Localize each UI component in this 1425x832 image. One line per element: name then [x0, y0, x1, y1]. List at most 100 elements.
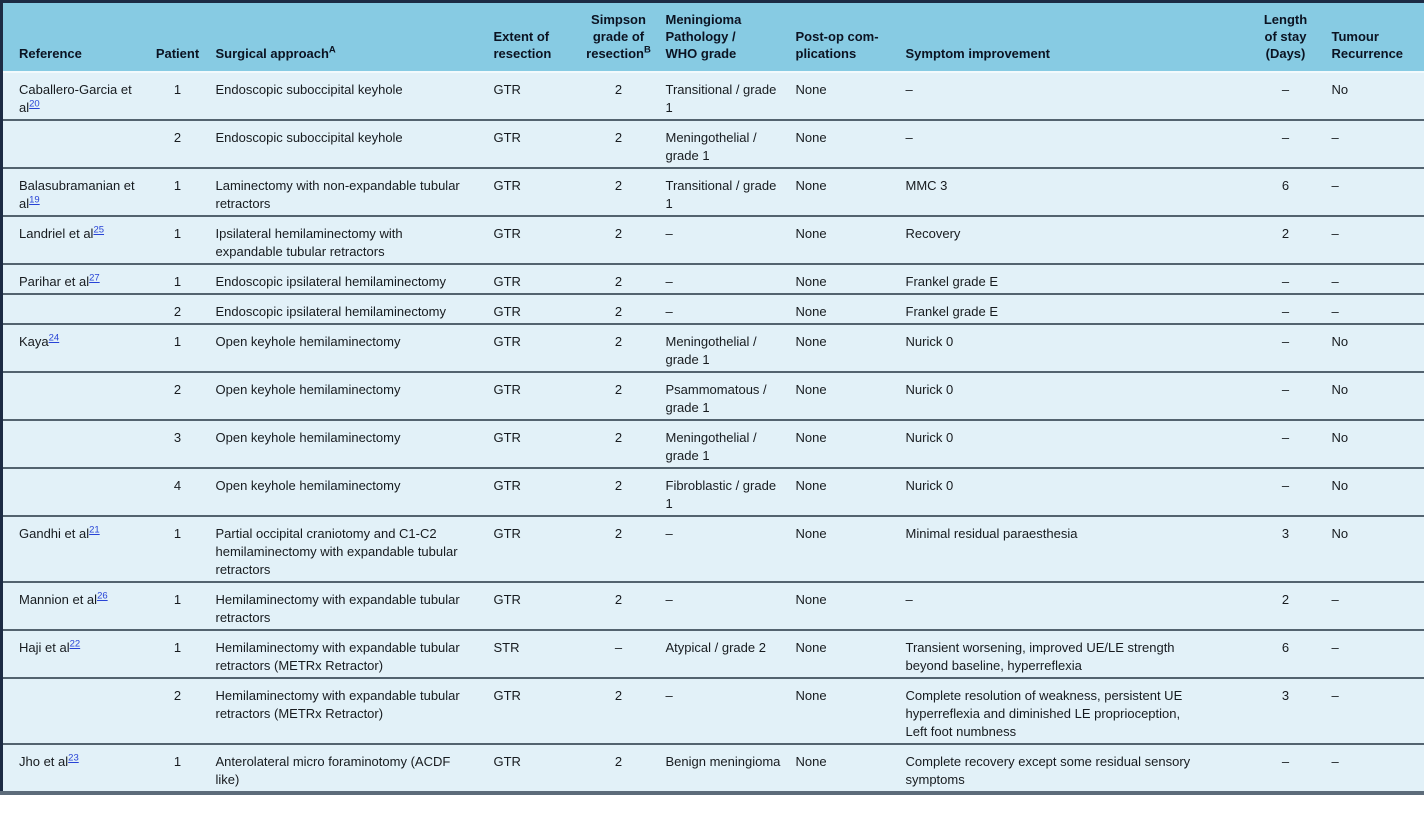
cell-recurrence: No — [1315, 72, 1424, 120]
cell-symptom: Frankel grade E — [899, 293, 1258, 324]
cell-recurrence: No — [1315, 419, 1424, 468]
cell-patient: 1 — [147, 743, 210, 793]
cell-approach: Open keyhole hemilaminectomy — [209, 323, 488, 372]
cell-reference: Mannion et al26 — [1, 581, 148, 630]
cell-complications: None — [789, 371, 900, 420]
cell-simpson: 2 — [579, 167, 660, 216]
cell-simpson: 2 — [579, 293, 660, 324]
table-row: 2 Hemilaminectomy with expandable tubular… — [1, 677, 1424, 744]
cell-simpson: 2 — [579, 263, 660, 294]
cell-patient: 2 — [147, 371, 210, 420]
cell-patient: 1 — [147, 263, 210, 294]
cell-reference: Caballero-Garcia et al20 — [1, 72, 148, 120]
cell-simpson: 2 — [579, 581, 660, 630]
cell-recurrence: No — [1315, 371, 1424, 420]
cell-patient: 1 — [147, 323, 210, 372]
column-header-label: Tumour Recurrence — [1331, 29, 1404, 61]
cell-recurrence: – — [1315, 677, 1424, 744]
cell-extent: GTR — [487, 323, 580, 372]
cell-pathology: Meningothelial / grade 1 — [659, 323, 790, 372]
cell-complications: None — [789, 167, 900, 216]
systematic-review-table: Reference Patient Surgical approachA Extent… — [0, 0, 1424, 795]
cell-simpson: 2 — [579, 743, 660, 793]
cell-complications: None — [789, 215, 900, 264]
citation-superscript-link[interactable]: 19 — [29, 194, 40, 206]
cell-approach: Hemilaminectomy with expandable tubular … — [209, 677, 488, 744]
table-header: Reference Patient Surgical approachA Extent… — [1, 1, 1424, 73]
cell-reference: Landriel et al25 — [1, 215, 148, 264]
cell-approach: Anterolateral micro foraminotomy (ACDF l… — [209, 743, 488, 793]
column-header-stay: Length of stay (Days) — [1257, 1, 1316, 73]
citation-superscript-link[interactable]: 26 — [97, 590, 108, 602]
cell-recurrence: – — [1315, 293, 1424, 324]
cell-symptom: Nurick 0 — [899, 371, 1258, 420]
cell-recurrence: – — [1315, 629, 1424, 678]
cell-recurrence: – — [1315, 743, 1424, 793]
cell-extent: GTR — [487, 293, 580, 324]
column-header-label: Surgical approach — [215, 46, 329, 61]
cell-approach: Laminectomy with non-expandable tubular … — [209, 167, 488, 216]
cell-approach: Hemilaminectomy with expandable tubular … — [209, 581, 488, 630]
column-footnote-marker: B — [643, 44, 651, 56]
cell-stay: 6 — [1257, 629, 1316, 678]
cell-recurrence: No — [1315, 467, 1424, 516]
citation-superscript-link[interactable]: 24 — [48, 332, 60, 344]
cell-reference: Parihar et al27 — [1, 263, 148, 294]
cell-pathology: Transitional / grade 1 — [659, 167, 790, 216]
cell-recurrence: – — [1315, 581, 1424, 630]
cell-simpson: 2 — [579, 323, 660, 372]
cell-symptom: Nurick 0 — [899, 419, 1258, 468]
cell-pathology: Atypical / grade 2 — [659, 629, 790, 678]
cell-extent: GTR — [487, 743, 580, 793]
cell-patient: 3 — [147, 419, 210, 468]
cell-stay: 6 — [1257, 167, 1316, 216]
cell-patient: 1 — [147, 581, 210, 630]
reference-text: Landriel et al — [19, 226, 94, 241]
column-header-label: Reference — [19, 46, 82, 61]
cell-patient: 4 — [147, 467, 210, 516]
cell-complications: None — [789, 323, 900, 372]
reference-text: Kaya — [19, 334, 49, 349]
cell-stay: – — [1257, 323, 1316, 372]
reference-text: Balasubramanian et al — [19, 178, 135, 211]
cell-symptom: – — [899, 119, 1258, 168]
cell-symptom: Frankel grade E — [899, 263, 1258, 294]
citation-superscript-link[interactable]: 25 — [93, 224, 105, 236]
cell-reference — [1, 119, 148, 168]
cell-complications: None — [789, 467, 900, 516]
cell-symptom: Nurick 0 — [899, 323, 1258, 372]
cell-stay: – — [1257, 119, 1316, 168]
cell-approach: Ipsilateral hemilaminectomy with expanda… — [209, 215, 488, 264]
column-header-complications: Post-op com- plications — [789, 1, 900, 73]
table-row: Balasubramanian et al19 1 Laminectomy with… — [1, 167, 1424, 216]
table-row: 2 Endoscopic ipsilateral hemilaminectomy G… — [1, 293, 1424, 324]
cell-symptom: Recovery — [899, 215, 1258, 264]
cell-simpson: 2 — [579, 515, 660, 582]
cell-complications: None — [789, 515, 900, 582]
table-row: Jho et al23 1 Anterolateral micro foramino… — [1, 743, 1424, 793]
cell-symptom: Transient worsening, improved UE/LE stre… — [899, 629, 1258, 678]
cell-pathology: Meningothelial / grade 1 — [659, 119, 790, 168]
cell-stay: 2 — [1257, 581, 1316, 630]
citation-superscript-link[interactable]: 27 — [89, 272, 100, 284]
cell-extent: GTR — [487, 581, 580, 630]
reference-text: Mannion et al — [19, 592, 98, 607]
cell-symptom: Nurick 0 — [899, 467, 1258, 516]
table-row: Landriel et al25 1 Ipsilateral hemilaminec… — [1, 215, 1424, 264]
cell-simpson: 2 — [579, 215, 660, 264]
cell-patient: 1 — [147, 215, 210, 264]
cell-approach: Partial occipital craniotomy and C1-C2 h… — [209, 515, 488, 582]
cell-extent: GTR — [487, 515, 580, 582]
citation-superscript-link[interactable]: 20 — [29, 98, 40, 110]
citation-superscript-link[interactable]: 22 — [69, 638, 81, 650]
reference-text: Parihar et al — [19, 274, 90, 289]
column-header-recurrence: Tumour Recurrence — [1315, 1, 1424, 73]
column-footnote-marker: A — [328, 44, 336, 56]
citation-superscript-link[interactable]: 21 — [89, 524, 100, 536]
column-header-reference: Reference — [1, 1, 148, 73]
cell-reference: Balasubramanian et al19 — [1, 167, 148, 216]
cell-pathology: – — [659, 515, 790, 582]
cell-symptom: – — [899, 72, 1258, 120]
table-row: Mannion et al26 1 Hemilaminectomy with exp… — [1, 581, 1424, 630]
citation-superscript-link[interactable]: 23 — [68, 752, 79, 764]
